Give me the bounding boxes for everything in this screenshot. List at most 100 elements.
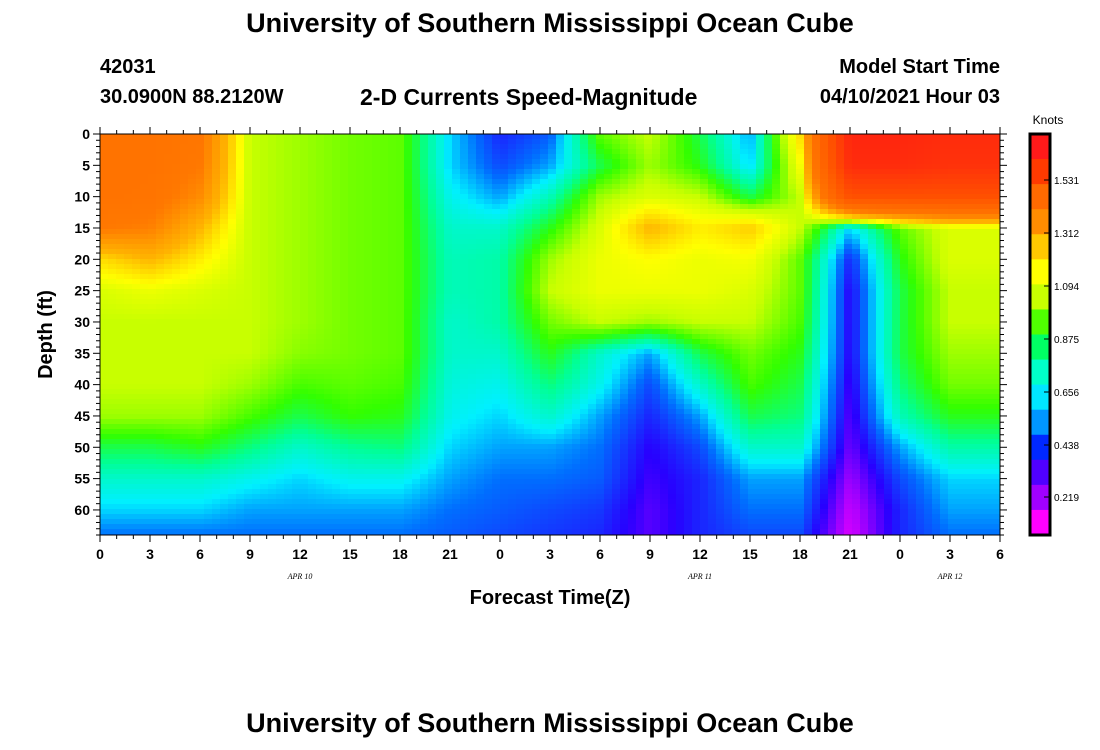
heatmap-cells	[100, 134, 1000, 535]
heatmap-cell	[308, 229, 317, 235]
heatmap-cell	[588, 134, 597, 140]
heatmap-cell	[564, 239, 573, 245]
heatmap-cell	[244, 244, 253, 250]
heatmap-cell	[308, 364, 317, 370]
heatmap-cell	[188, 139, 197, 145]
heatmap-cell	[316, 519, 325, 525]
heatmap-cell	[108, 504, 117, 510]
heatmap-cell	[276, 204, 285, 210]
heatmap-cell	[468, 444, 477, 450]
heatmap-cell	[244, 514, 253, 520]
heatmap-cell	[260, 294, 269, 300]
heatmap-cell	[516, 284, 525, 290]
heatmap-cell	[500, 164, 509, 170]
heatmap-cell	[372, 279, 381, 285]
heatmap-cell	[588, 329, 597, 335]
heatmap-cell	[180, 419, 189, 425]
heatmap-cell	[404, 204, 413, 210]
heatmap-cell	[220, 394, 229, 400]
heatmap-cell	[324, 304, 333, 310]
heatmap-cell	[148, 464, 157, 470]
heatmap-cell	[140, 279, 149, 285]
heatmap-cell	[244, 294, 253, 300]
heatmap-cell	[212, 334, 221, 340]
heatmap-cell	[180, 259, 189, 265]
heatmap-cell	[388, 424, 397, 430]
heatmap-cell	[436, 459, 445, 465]
heatmap-cell	[548, 239, 557, 245]
heatmap-cell	[124, 169, 133, 175]
heatmap-cell	[396, 189, 405, 195]
heatmap-cell	[372, 369, 381, 375]
heatmap-cell	[516, 434, 525, 440]
heatmap-cell	[524, 329, 533, 335]
heatmap-cell	[516, 144, 525, 150]
heatmap-cell	[444, 404, 453, 410]
heatmap-cell	[444, 344, 453, 350]
heatmap-cell	[284, 239, 293, 245]
heatmap-cell	[244, 494, 253, 500]
heatmap-cell	[412, 194, 421, 200]
heatmap-cell	[124, 429, 133, 435]
heatmap-cell	[420, 359, 429, 365]
heatmap-cell	[564, 209, 573, 215]
heatmap-cell	[212, 289, 221, 295]
heatmap-cell	[436, 144, 445, 150]
heatmap-cell	[508, 179, 517, 185]
heatmap-cell	[492, 289, 501, 295]
heatmap-cell	[100, 359, 109, 365]
heatmap-cell	[196, 259, 205, 265]
heatmap-cell	[308, 154, 317, 160]
heatmap-cell	[372, 384, 381, 390]
heatmap-cell	[300, 179, 309, 185]
heatmap-cell	[548, 344, 557, 350]
heatmap-cell	[572, 334, 581, 340]
heatmap-cell	[228, 164, 237, 170]
heatmap-cell	[116, 209, 125, 215]
heatmap-cell	[284, 504, 293, 510]
heatmap-cell	[476, 384, 485, 390]
heatmap-cell	[108, 309, 117, 315]
heatmap-cell	[220, 484, 229, 490]
heatmap-cell	[420, 409, 429, 415]
heatmap-cell	[356, 269, 365, 275]
heatmap-cell	[340, 514, 349, 520]
heatmap-cell	[388, 209, 397, 215]
heatmap-cell	[484, 324, 493, 330]
heatmap-cell	[372, 214, 381, 220]
heatmap-cell	[268, 429, 277, 435]
heatmap-cell	[404, 369, 413, 375]
heatmap-cell	[116, 529, 125, 535]
heatmap-cell	[228, 159, 237, 165]
heatmap-cell	[548, 479, 557, 485]
heatmap-cell	[156, 474, 165, 480]
heatmap-cell	[292, 399, 301, 405]
heatmap-cell	[204, 139, 213, 145]
heatmap-cell	[300, 244, 309, 250]
heatmap-cell	[308, 274, 317, 280]
heatmap-cell	[396, 249, 405, 255]
heatmap-cell	[444, 289, 453, 295]
heatmap-cell	[324, 514, 333, 520]
heatmap-cell	[500, 474, 509, 480]
heatmap-cell	[100, 309, 109, 315]
heatmap-cell	[396, 449, 405, 455]
heatmap-cell	[148, 529, 157, 535]
heatmap-cell	[556, 384, 565, 390]
heatmap-cell	[580, 454, 589, 460]
heatmap-cell	[428, 164, 437, 170]
heatmap-cell	[428, 194, 437, 200]
heatmap-cell	[268, 364, 277, 370]
heatmap-cell	[132, 429, 141, 435]
heatmap-cell	[188, 174, 197, 180]
heatmap-cell	[580, 449, 589, 455]
heatmap-cell	[428, 489, 437, 495]
heatmap-cell	[188, 329, 197, 335]
heatmap-cell	[220, 499, 229, 505]
heatmap-cell	[364, 364, 373, 370]
heatmap-cell	[108, 244, 117, 250]
heatmap-cell	[148, 134, 157, 140]
heatmap-cell	[492, 409, 501, 415]
heatmap-cell	[132, 184, 141, 190]
heatmap-cell	[188, 274, 197, 280]
